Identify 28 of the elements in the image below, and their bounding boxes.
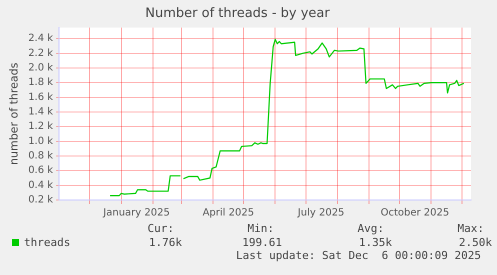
y-tick-label: 1.6 k <box>28 92 54 103</box>
text: 199.61 <box>241 236 282 249</box>
y-tick-label: 0.8 k <box>28 150 54 162</box>
text: 1.76k <box>148 236 182 249</box>
x-tick-label: January 2025 <box>102 208 170 219</box>
text: Min: <box>246 222 275 235</box>
x-tick-label: October 2025 <box>380 208 450 219</box>
y-tick-label: 2.4 k <box>28 33 54 44</box>
y-tick-label: 0.6 k <box>28 165 54 176</box>
y-tick-label: 0.2 k <box>28 194 54 206</box>
y-tick-label: 1.8 k <box>28 77 54 88</box>
y-tick-label: 1.0 k <box>28 136 54 147</box>
text: 2.50k <box>458 236 492 249</box>
x-tick-label: April 2025 <box>202 208 254 219</box>
legend-label: threads <box>24 236 70 249</box>
text: Avg: <box>356 222 385 235</box>
x-tick-label: July 2025 <box>296 208 344 219</box>
y-tick-label: 2.2 k <box>28 48 54 59</box>
text: Max: <box>456 222 485 235</box>
y-tick-label: 1.2 k <box>28 121 54 132</box>
y-tick-label: 0.4 k <box>28 180 54 191</box>
text: 1.35k <box>358 236 392 249</box>
text: Cur: <box>146 222 175 235</box>
y-tick-label: 1.4 k <box>28 106 54 118</box>
chart-title: Number of threads - by year <box>145 6 330 22</box>
y-axis-title: number of threads <box>7 62 20 165</box>
text: Last update: Sat Dec 6 00:00:09 2025 <box>234 249 481 262</box>
y-tick-label: 2.0 k <box>28 62 54 74</box>
